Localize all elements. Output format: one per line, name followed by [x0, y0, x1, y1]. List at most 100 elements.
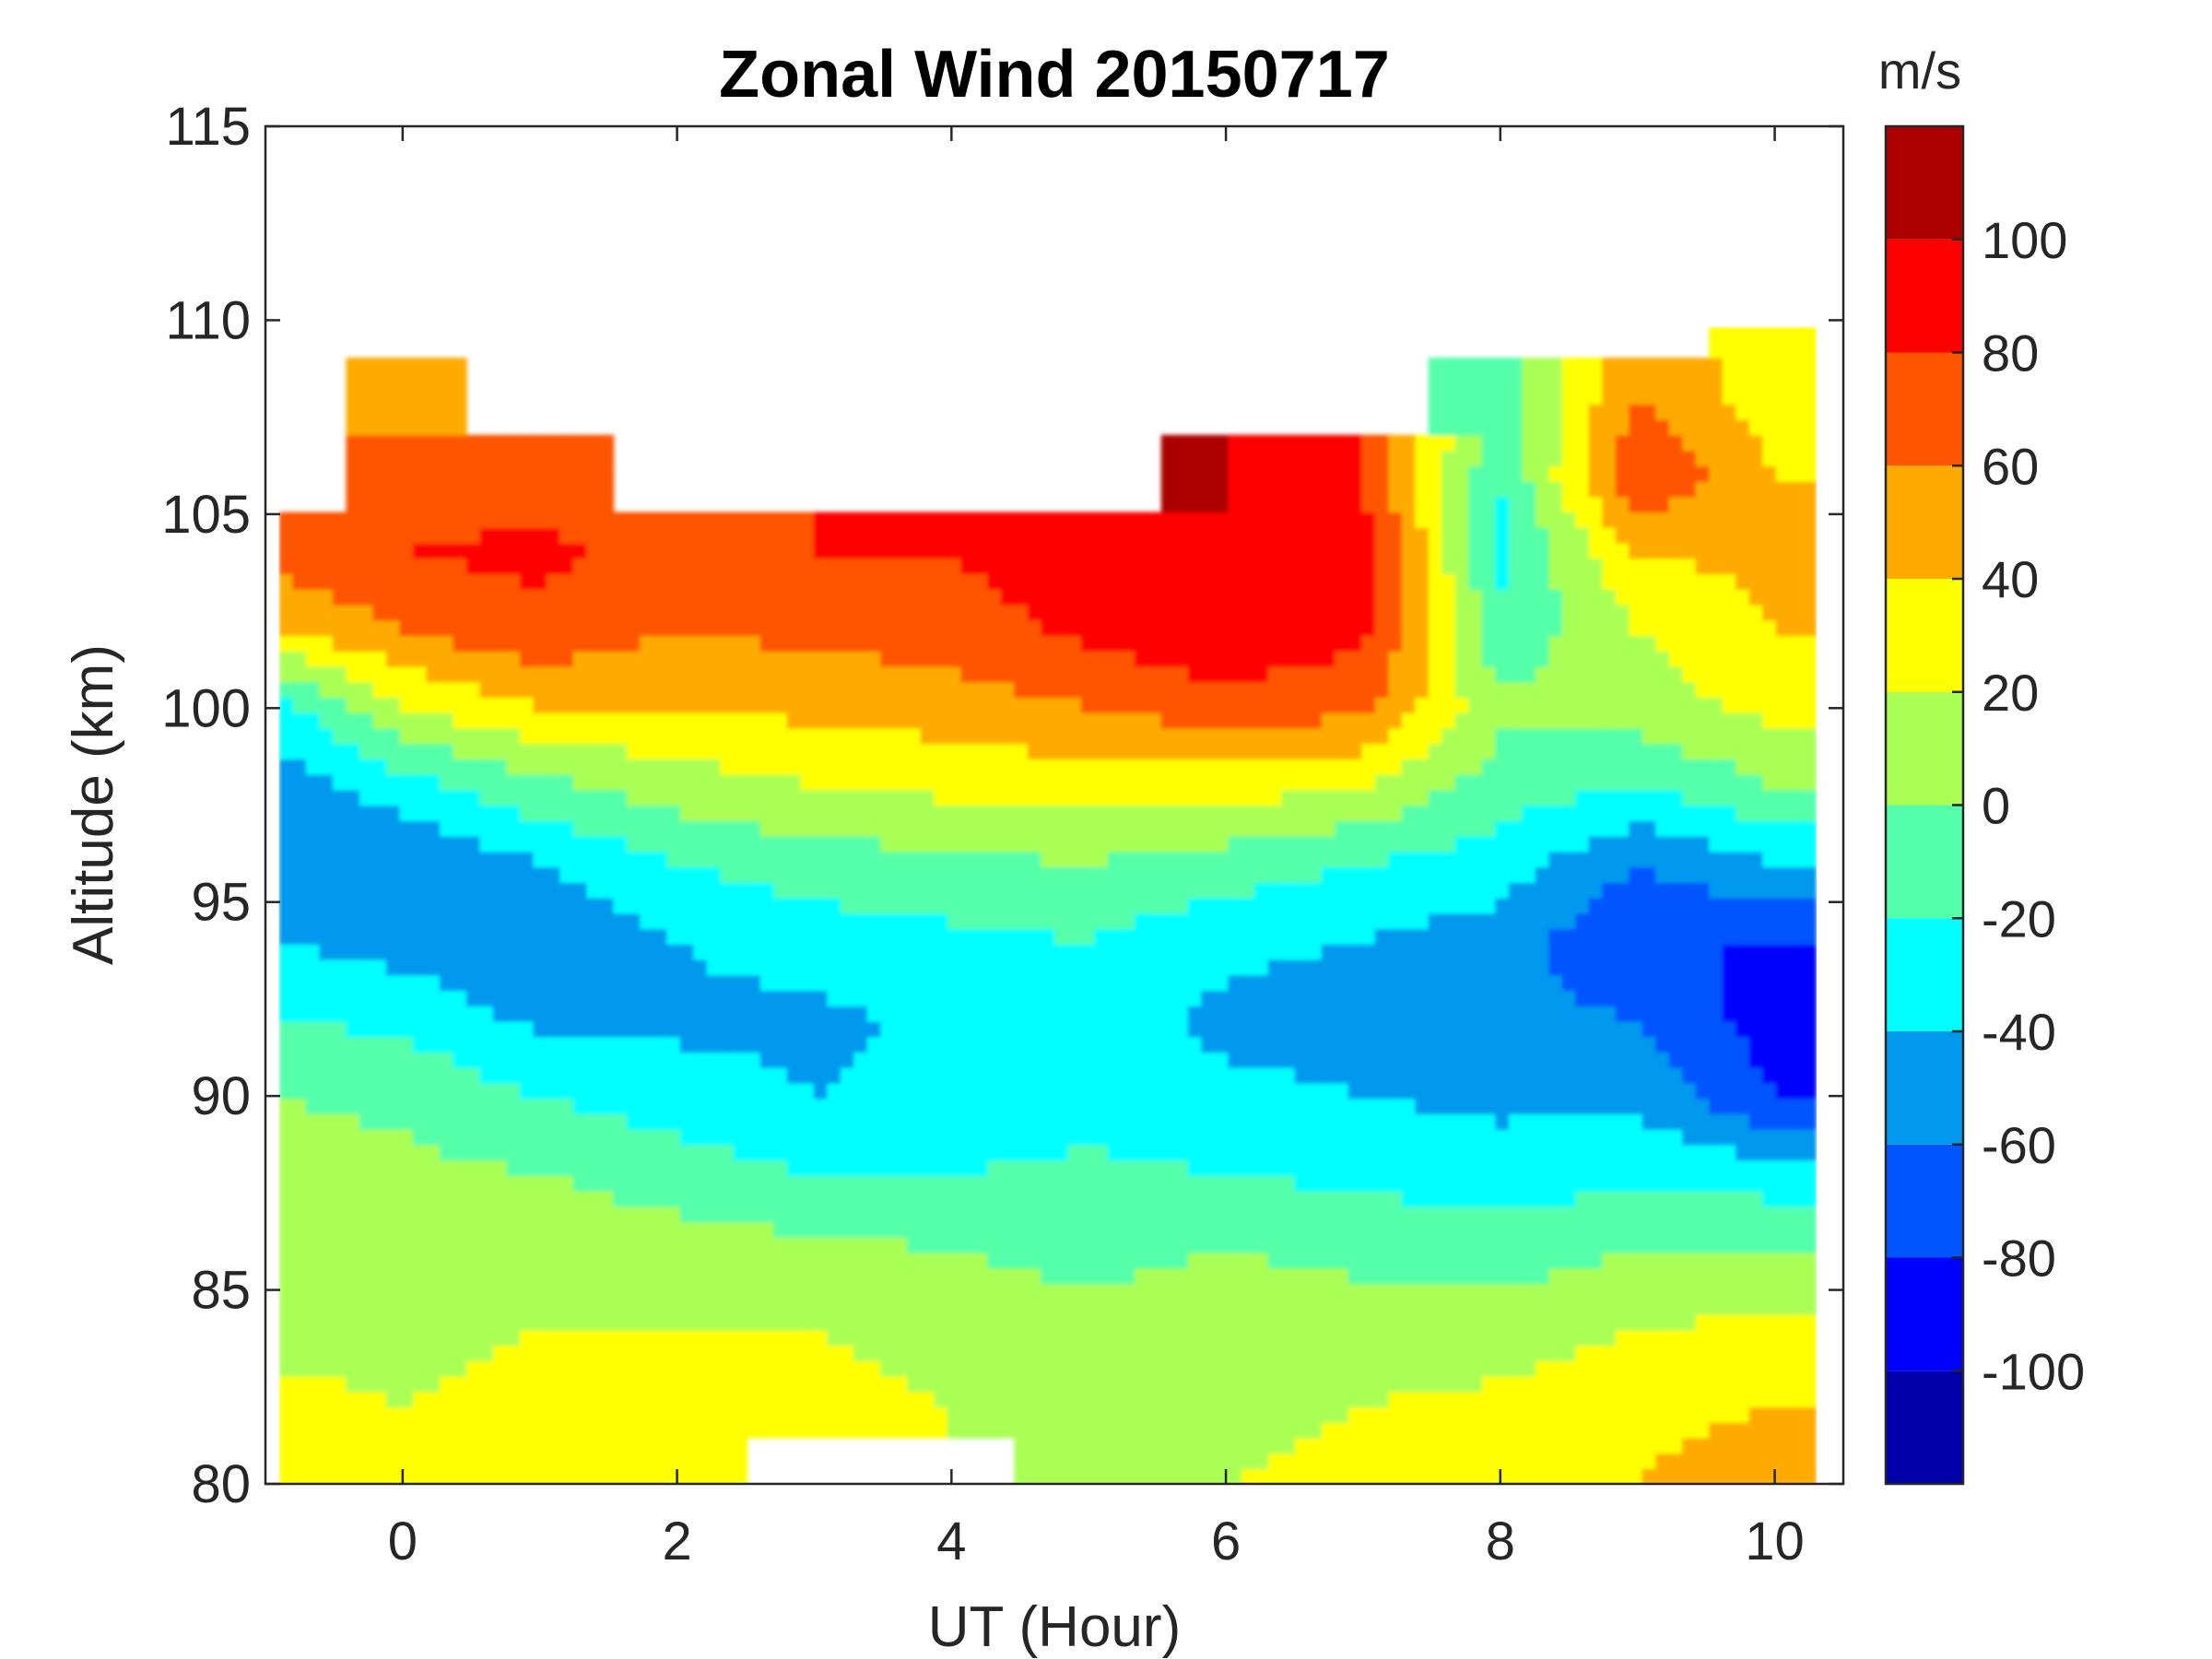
contour-cell — [800, 1221, 815, 1238]
contour-cell — [599, 1036, 615, 1053]
contour-cell — [747, 1129, 761, 1146]
contour-cell — [412, 959, 428, 976]
contour-cell — [853, 1375, 868, 1393]
contour-cell — [372, 1468, 387, 1484]
contour-cell — [653, 681, 668, 699]
contour-cell — [693, 1345, 708, 1361]
contour-cell — [1187, 912, 1203, 930]
contour-cell — [1214, 1144, 1230, 1161]
contour-cell — [1080, 573, 1096, 590]
contour-cell — [973, 1067, 989, 1084]
contour-cell — [572, 712, 588, 729]
contour-cell — [278, 1391, 294, 1408]
contour-cell — [465, 1375, 481, 1393]
contour-cell — [492, 1283, 508, 1300]
contour-cell — [506, 1267, 521, 1285]
contour-cell — [559, 1313, 574, 1331]
contour-cell — [1254, 651, 1269, 667]
contour-cell — [278, 759, 294, 775]
contour-cell — [1080, 665, 1096, 683]
contour-cell — [813, 1299, 829, 1315]
contour-cell — [1053, 1206, 1069, 1223]
contour-cell — [733, 1144, 748, 1161]
contour-cell — [786, 743, 802, 759]
contour-cell — [559, 665, 574, 683]
contour-cell — [1241, 450, 1256, 466]
contour-cell — [693, 1453, 708, 1469]
contour-cell — [759, 619, 775, 637]
contour-cell — [533, 450, 547, 466]
contour-cell — [640, 1221, 654, 1238]
contour-cell — [1241, 866, 1256, 883]
contour-cell — [546, 450, 561, 466]
contour-cell — [786, 912, 802, 930]
contour-cell — [747, 866, 761, 883]
contour-cell — [880, 789, 895, 806]
contour-cell — [1241, 1159, 1256, 1176]
contour-cell — [759, 1082, 775, 1100]
contour-cell — [827, 836, 841, 853]
contour-cell — [479, 1237, 494, 1253]
contour-cell — [1107, 727, 1123, 745]
contour-cell — [1267, 635, 1283, 652]
contour-cell — [827, 1329, 841, 1347]
contour-cell — [1160, 1221, 1176, 1238]
contour-cell — [399, 465, 414, 482]
contour-cell — [907, 651, 922, 667]
contour-cell — [880, 1006, 895, 1022]
contour-cell — [399, 681, 414, 699]
contour-cell — [359, 743, 374, 759]
contour-cell — [305, 759, 321, 775]
contour-cell — [1014, 1129, 1029, 1146]
contour-cell — [827, 990, 841, 1006]
contour-cell — [1147, 974, 1162, 992]
contour-cell — [1147, 1052, 1162, 1068]
contour-cell — [866, 959, 882, 976]
contour-cell — [679, 1313, 695, 1331]
contour-cell — [653, 1098, 668, 1114]
contour-cell — [1053, 882, 1069, 899]
contour-cell — [572, 990, 588, 1006]
contour-cell — [720, 1206, 735, 1223]
contour-cell — [934, 697, 948, 713]
contour-cell — [1080, 1267, 1096, 1285]
contour-cell — [292, 866, 307, 883]
contour-cell — [506, 527, 521, 544]
contour-cell — [426, 1052, 441, 1068]
contour-cell — [292, 928, 307, 945]
contour-cell — [706, 928, 722, 945]
contour-cell — [840, 1299, 855, 1315]
contour-cell — [813, 944, 829, 960]
contour-cell — [880, 1159, 895, 1176]
contour-cell — [1254, 604, 1269, 621]
contour-cell — [465, 1313, 481, 1331]
contour-cell — [346, 897, 360, 914]
contour-cell — [813, 928, 829, 945]
contour-cell — [399, 1267, 414, 1285]
contour-cell — [934, 1067, 948, 1084]
contour-cell — [640, 619, 654, 637]
contour-cell — [346, 1006, 360, 1022]
contour-cell — [412, 1113, 428, 1130]
contour-cell — [640, 1283, 654, 1300]
contour-cell — [278, 774, 294, 791]
contour-cell — [346, 866, 360, 883]
contour-cell — [920, 1345, 935, 1361]
contour-cell — [1267, 665, 1283, 683]
contour-cell — [973, 805, 989, 821]
contour-cell — [1000, 836, 1016, 853]
contour-cell — [599, 1252, 615, 1269]
contour-cell — [479, 1052, 494, 1068]
contour-cell — [385, 1036, 401, 1053]
contour-cell — [319, 1113, 334, 1130]
contour-cell — [907, 1191, 922, 1207]
contour-cell — [559, 527, 574, 544]
contour-cell — [1241, 928, 1256, 945]
contour-cell — [1160, 589, 1176, 606]
contour-cell — [439, 882, 454, 899]
contour-cell — [1160, 1391, 1176, 1408]
contour-cell — [866, 1175, 882, 1192]
contour-cell — [492, 1191, 508, 1207]
contour-cell — [733, 1067, 748, 1084]
contour-cell — [319, 681, 334, 699]
